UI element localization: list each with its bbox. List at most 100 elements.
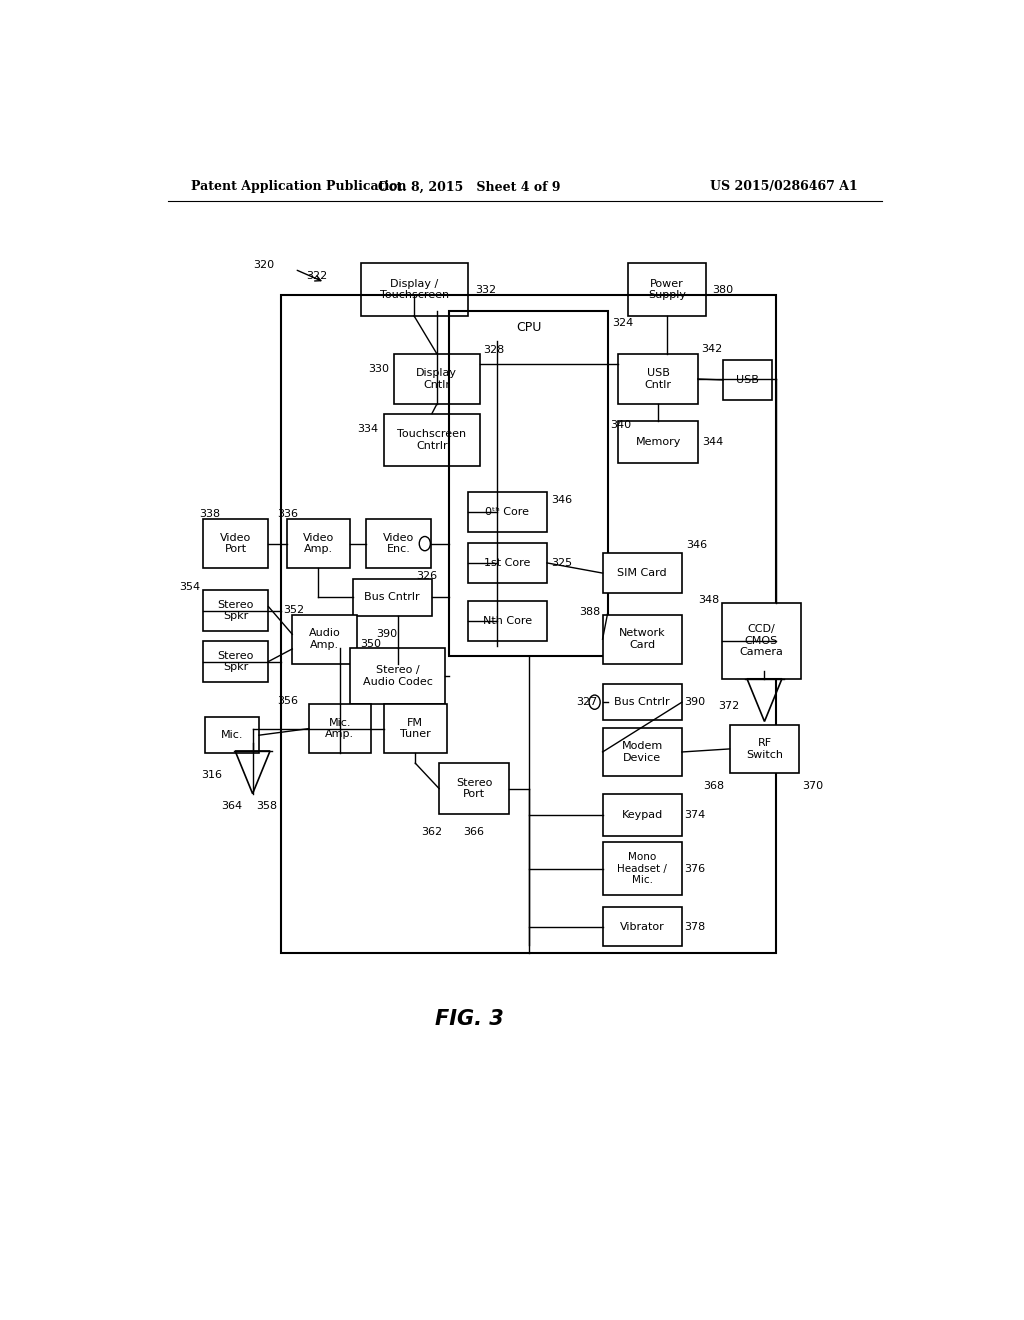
Text: 334: 334 bbox=[357, 424, 379, 434]
FancyBboxPatch shape bbox=[602, 553, 682, 594]
FancyBboxPatch shape bbox=[602, 842, 682, 895]
Text: 366: 366 bbox=[464, 828, 484, 837]
Text: 330: 330 bbox=[369, 364, 389, 374]
FancyBboxPatch shape bbox=[287, 519, 350, 568]
Text: 364: 364 bbox=[221, 801, 242, 810]
Text: FM
Tuner: FM Tuner bbox=[400, 718, 431, 739]
Text: 358: 358 bbox=[257, 801, 278, 810]
Text: Stereo
Spkr: Stereo Spkr bbox=[218, 651, 254, 672]
Text: Touchscreen
Cntrlr: Touchscreen Cntrlr bbox=[397, 429, 467, 450]
Text: Video
Enc.: Video Enc. bbox=[383, 533, 415, 554]
FancyBboxPatch shape bbox=[350, 648, 445, 704]
Text: Bus Cntrlr: Bus Cntrlr bbox=[365, 593, 420, 602]
Text: 348: 348 bbox=[697, 594, 719, 605]
Text: RF
Switch: RF Switch bbox=[745, 738, 783, 760]
FancyBboxPatch shape bbox=[439, 763, 509, 814]
Text: 350: 350 bbox=[359, 639, 381, 649]
Text: USB: USB bbox=[736, 375, 759, 385]
FancyBboxPatch shape bbox=[292, 615, 357, 664]
Text: Display
Cntlr: Display Cntlr bbox=[416, 368, 457, 389]
Text: 0ᵗʰ Core: 0ᵗʰ Core bbox=[485, 507, 529, 517]
Text: 320: 320 bbox=[253, 260, 274, 271]
Text: 327: 327 bbox=[577, 697, 598, 708]
Text: 362: 362 bbox=[422, 828, 442, 837]
Text: 352: 352 bbox=[283, 605, 304, 615]
Text: 346: 346 bbox=[551, 495, 572, 506]
Text: 328: 328 bbox=[483, 346, 505, 355]
Text: Video
Port: Video Port bbox=[220, 533, 252, 554]
FancyBboxPatch shape bbox=[628, 263, 706, 315]
FancyBboxPatch shape bbox=[204, 519, 268, 568]
FancyBboxPatch shape bbox=[602, 727, 682, 776]
Text: FIG. 3: FIG. 3 bbox=[435, 1010, 504, 1030]
Text: 322: 322 bbox=[306, 272, 328, 281]
FancyBboxPatch shape bbox=[360, 263, 468, 315]
FancyBboxPatch shape bbox=[384, 704, 447, 752]
FancyBboxPatch shape bbox=[468, 543, 547, 583]
Text: 374: 374 bbox=[684, 810, 706, 820]
Text: 336: 336 bbox=[278, 510, 298, 519]
FancyBboxPatch shape bbox=[468, 601, 547, 642]
Text: Video
Amp.: Video Amp. bbox=[303, 533, 334, 554]
Text: 368: 368 bbox=[703, 780, 725, 791]
Text: Power
Supply: Power Supply bbox=[648, 279, 686, 301]
Text: 344: 344 bbox=[701, 437, 723, 447]
Text: US 2015/0286467 A1: US 2015/0286467 A1 bbox=[711, 181, 858, 193]
FancyBboxPatch shape bbox=[468, 492, 547, 532]
FancyBboxPatch shape bbox=[394, 354, 479, 404]
Text: Nth Core: Nth Core bbox=[482, 616, 531, 626]
Text: Vibrator: Vibrator bbox=[620, 921, 665, 932]
FancyBboxPatch shape bbox=[618, 354, 697, 404]
FancyBboxPatch shape bbox=[205, 718, 259, 752]
FancyBboxPatch shape bbox=[602, 907, 682, 946]
Text: 346: 346 bbox=[686, 540, 707, 549]
Text: Network
Card: Network Card bbox=[618, 628, 666, 649]
Text: Modem
Device: Modem Device bbox=[622, 741, 663, 763]
Text: Mono
Headset /
Mic.: Mono Headset / Mic. bbox=[617, 853, 668, 886]
Text: 326: 326 bbox=[416, 572, 437, 581]
Text: CPU: CPU bbox=[516, 321, 542, 334]
Text: SIM Card: SIM Card bbox=[617, 568, 667, 578]
Text: 378: 378 bbox=[684, 921, 706, 932]
Text: 372: 372 bbox=[719, 701, 739, 711]
Text: 356: 356 bbox=[278, 696, 298, 706]
Text: Oct. 8, 2015   Sheet 4 of 9: Oct. 8, 2015 Sheet 4 of 9 bbox=[378, 181, 560, 193]
FancyBboxPatch shape bbox=[352, 579, 432, 615]
Text: 380: 380 bbox=[712, 285, 733, 294]
FancyBboxPatch shape bbox=[618, 421, 697, 463]
Text: 370: 370 bbox=[802, 780, 823, 791]
Text: 1st Core: 1st Core bbox=[484, 558, 530, 568]
Text: 338: 338 bbox=[200, 510, 220, 519]
Text: 390: 390 bbox=[684, 697, 706, 708]
Text: 388: 388 bbox=[579, 607, 600, 616]
FancyBboxPatch shape bbox=[602, 684, 682, 721]
FancyBboxPatch shape bbox=[204, 642, 268, 682]
Text: 376: 376 bbox=[684, 863, 706, 874]
FancyBboxPatch shape bbox=[309, 704, 371, 752]
Text: CCD/
CMOS
Camera: CCD/ CMOS Camera bbox=[739, 624, 783, 657]
FancyBboxPatch shape bbox=[204, 590, 268, 631]
Text: 354: 354 bbox=[179, 582, 201, 593]
Text: Keypad: Keypad bbox=[622, 810, 663, 820]
Text: 325: 325 bbox=[551, 558, 572, 568]
FancyBboxPatch shape bbox=[367, 519, 431, 568]
FancyBboxPatch shape bbox=[602, 615, 682, 664]
Text: 390: 390 bbox=[377, 630, 397, 639]
Text: Bus Cntrlr: Bus Cntrlr bbox=[614, 697, 670, 708]
Text: Mic.: Mic. bbox=[221, 730, 244, 741]
Text: USB
Cntlr: USB Cntlr bbox=[645, 368, 672, 389]
FancyBboxPatch shape bbox=[729, 725, 800, 774]
FancyBboxPatch shape bbox=[723, 359, 772, 400]
Text: 332: 332 bbox=[475, 285, 497, 294]
Text: Memory: Memory bbox=[636, 437, 681, 447]
Text: 316: 316 bbox=[201, 771, 222, 780]
Text: 342: 342 bbox=[701, 345, 722, 355]
Text: 324: 324 bbox=[612, 318, 634, 329]
Text: 340: 340 bbox=[610, 420, 632, 430]
Text: Audio
Amp.: Audio Amp. bbox=[309, 628, 341, 649]
Text: Stereo /
Audio Codec: Stereo / Audio Codec bbox=[362, 665, 433, 686]
Text: Patent Application Publication: Patent Application Publication bbox=[191, 181, 407, 193]
FancyBboxPatch shape bbox=[384, 413, 480, 466]
Text: Stereo
Port: Stereo Port bbox=[456, 777, 493, 800]
FancyBboxPatch shape bbox=[722, 602, 801, 678]
